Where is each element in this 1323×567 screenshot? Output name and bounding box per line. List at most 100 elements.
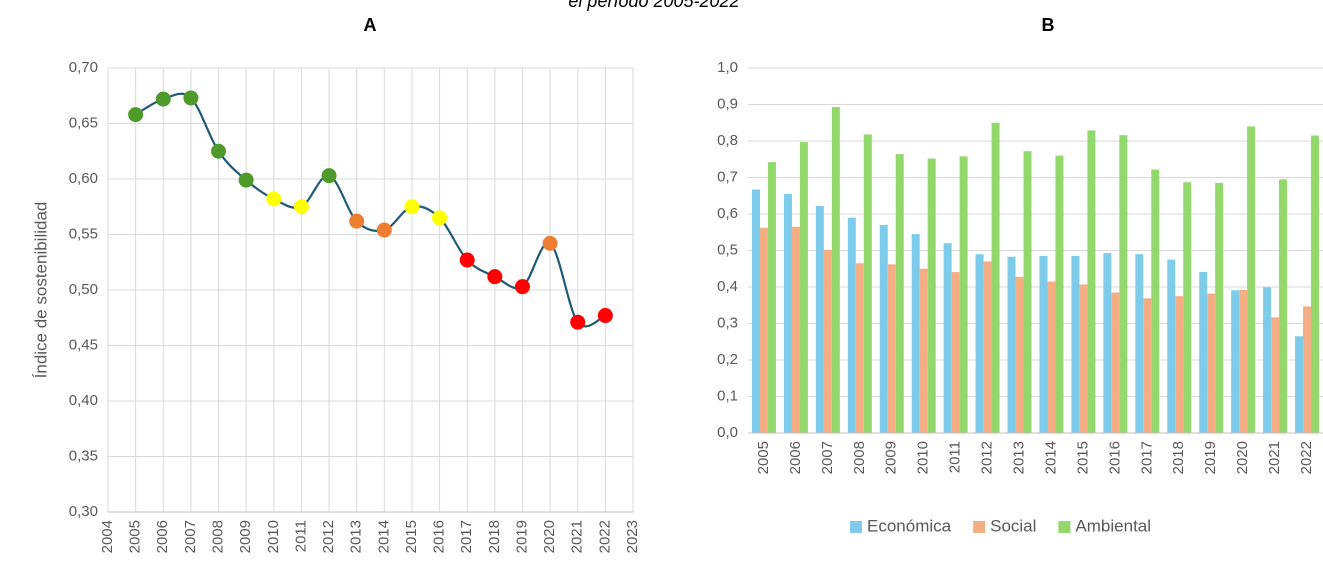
bar — [1007, 256, 1016, 433]
x-tick-label: 2015 — [403, 520, 420, 553]
bar — [895, 154, 904, 433]
bar — [959, 156, 968, 433]
y-tick-label: 0,55 — [69, 225, 98, 242]
x-tick-label: 2020 — [541, 520, 558, 553]
x-tick-label: 2006 — [787, 441, 804, 474]
bar — [1311, 135, 1320, 433]
bar — [759, 227, 768, 433]
bar — [1039, 255, 1048, 433]
point — [487, 269, 503, 285]
y-tick-label: 0,4 — [717, 278, 738, 295]
y-tick-label: 0,30 — [69, 503, 98, 520]
bar — [1247, 126, 1256, 434]
bar — [1119, 135, 1128, 433]
y-tick-label: 0,2 — [717, 351, 738, 368]
x-tick-label: 2010 — [265, 520, 282, 553]
x-tick-label: 2012 — [979, 441, 996, 474]
bar — [879, 224, 888, 433]
bar — [919, 268, 928, 433]
bar — [815, 205, 824, 433]
point — [570, 314, 586, 330]
point — [597, 308, 613, 324]
bar — [791, 226, 800, 433]
point — [514, 279, 530, 295]
legend-label: Ambiental — [1075, 516, 1151, 535]
bar — [1023, 151, 1032, 433]
point — [238, 172, 254, 188]
bar — [1231, 290, 1240, 433]
bar — [1055, 155, 1064, 433]
x-tick-label: 2008 — [851, 441, 868, 474]
x-tick-label: 2011 — [947, 441, 964, 473]
y-tick-label: 1,0 — [717, 59, 738, 76]
bar — [1183, 182, 1192, 433]
bar — [1175, 296, 1184, 433]
legend-swatch — [973, 521, 986, 533]
x-tick-label: 2021 — [1266, 441, 1283, 474]
bar — [1215, 182, 1224, 433]
y-tick-label: 0,5 — [717, 241, 738, 258]
y-tick-label: 0,3 — [717, 314, 738, 331]
chart-title: A — [364, 15, 377, 35]
y-tick-label: 0,40 — [69, 392, 98, 409]
y-tick-label: 0,70 — [69, 59, 98, 76]
x-tick-label: 2018 — [1170, 441, 1187, 474]
bar — [991, 122, 1000, 433]
point — [266, 191, 282, 207]
x-tick-label: 2022 — [1298, 441, 1315, 474]
x-tick-label: 2004 — [99, 520, 116, 553]
bar — [943, 243, 952, 433]
bar — [1111, 292, 1120, 433]
bar — [1135, 254, 1144, 433]
bar — [1239, 289, 1248, 433]
y-tick-label: 0,50 — [69, 281, 98, 298]
point — [211, 143, 227, 159]
x-tick-label: 2009 — [237, 520, 254, 553]
page-title: el período 2005-2022 — [568, 0, 739, 11]
bar — [1103, 253, 1112, 433]
y-tick-label: 0,7 — [717, 168, 738, 185]
x-tick-label: 2006 — [154, 520, 171, 553]
x-tick-label: 2021 — [569, 520, 586, 553]
bar — [927, 158, 936, 433]
bar — [1047, 281, 1056, 433]
x-tick-label: 2007 — [819, 441, 836, 474]
point — [376, 222, 392, 238]
x-tick-label: 2010 — [915, 441, 932, 474]
bar — [799, 142, 808, 433]
bar — [975, 254, 984, 433]
chart-title: B — [1042, 15, 1055, 35]
bar — [1143, 298, 1152, 433]
x-tick-label: 2023 — [624, 520, 641, 553]
bar — [911, 234, 920, 433]
x-tick-label: 2014 — [1042, 441, 1059, 474]
x-tick-label: 2007 — [182, 520, 199, 553]
y-tick-label: 0,60 — [69, 170, 98, 187]
bar — [1295, 336, 1304, 433]
point — [404, 199, 420, 215]
y-tick-label: 0,0 — [717, 424, 738, 441]
x-tick-label: 2018 — [486, 520, 503, 553]
bar — [951, 272, 960, 433]
bar — [1279, 179, 1288, 433]
bar — [863, 134, 872, 433]
bar — [1199, 272, 1208, 433]
bar — [887, 264, 896, 433]
bar — [855, 263, 864, 433]
bar — [1015, 276, 1024, 433]
point — [155, 91, 171, 107]
point — [293, 199, 309, 215]
bar — [1303, 306, 1312, 433]
bar — [767, 162, 776, 434]
y-tick-label: 0,35 — [69, 447, 98, 464]
x-tick-label: 2009 — [883, 441, 900, 474]
bar — [847, 217, 856, 433]
x-tick-label: 2005 — [127, 520, 144, 553]
x-tick-label: 2008 — [209, 520, 226, 553]
x-tick-label: 2014 — [375, 520, 392, 553]
legend-label: Económica — [867, 516, 952, 535]
legend-swatch — [1058, 521, 1071, 533]
legend-swatch — [850, 521, 862, 533]
x-tick-label: 2016 — [431, 520, 448, 553]
